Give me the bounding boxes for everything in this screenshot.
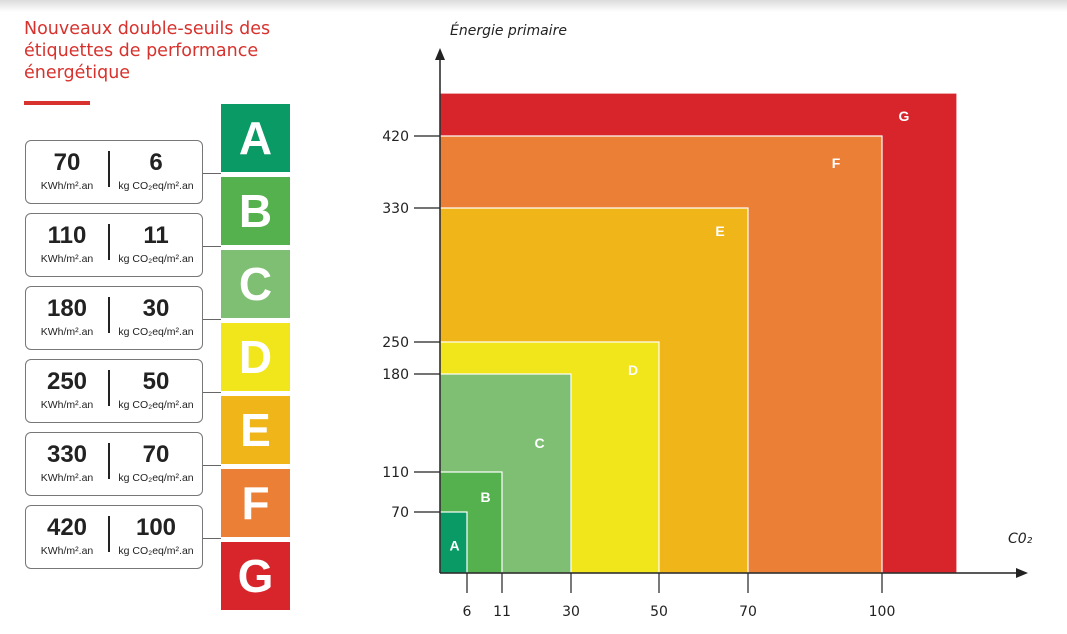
energy-threshold: 330 xyxy=(46,441,88,468)
x-axis-arrow xyxy=(1016,568,1028,578)
co2-threshold: 70 xyxy=(142,441,170,468)
energy-unit: KWh/m².an xyxy=(40,399,94,411)
energy-threshold: 70 xyxy=(53,149,81,176)
x-tick-label: 70 xyxy=(739,604,757,620)
energy-unit: KWh/m².an xyxy=(40,326,94,338)
grade-a-tile: A xyxy=(221,104,290,172)
card-divider xyxy=(108,297,110,333)
energy-threshold: 250 xyxy=(46,368,88,395)
y-tick-label: 250 xyxy=(382,335,409,351)
x-tick-label: 6 xyxy=(463,604,472,620)
title-line: Nouveaux double-seuils des xyxy=(24,19,271,39)
top-shadow-bar xyxy=(0,0,1067,12)
y-tick-label: 110 xyxy=(382,465,409,481)
energy-unit: KWh/m².an xyxy=(40,253,94,265)
threshold-card-ab: 70 KWh/m².an 6 kg CO₂eq/m².an xyxy=(25,140,203,204)
title-line: énergétique xyxy=(24,63,131,83)
energy-unit: KWh/m².an xyxy=(40,180,94,192)
zone-label-g: G xyxy=(899,108,910,124)
co2-unit: kg CO₂eq/m².an xyxy=(118,472,194,484)
x-axis-title: C0₂ xyxy=(1008,531,1033,547)
grade-c-tile: C xyxy=(221,250,290,318)
x-tick-label: 100 xyxy=(869,604,896,620)
co2-threshold: 50 xyxy=(142,368,170,395)
co2-unit: kg CO₂eq/m².an xyxy=(118,253,194,265)
energy-threshold: 110 xyxy=(47,222,87,249)
card-divider xyxy=(108,151,110,187)
threshold-card-de: 250 KWh/m².an 50 kg CO₂eq/m².an xyxy=(25,359,203,423)
zone-label-f: F xyxy=(832,155,841,171)
grade-e-tile: E xyxy=(221,396,290,464)
threshold-card-fg: 420 KWh/m².an 100 kg CO₂eq/m².an xyxy=(25,505,203,569)
grade-d-tile: D xyxy=(221,323,290,391)
y-tick-label: 330 xyxy=(382,201,409,217)
co2-unit: kg CO₂eq/m².an xyxy=(118,326,194,338)
zone-label-b: B xyxy=(480,489,490,505)
y-tick-label: 420 xyxy=(382,129,409,145)
zone-label-e: E xyxy=(715,223,724,239)
zone-a xyxy=(439,511,468,574)
grade-g-tile: G xyxy=(221,542,290,610)
energy-threshold: 420 xyxy=(46,514,88,541)
grade-f-tile: F xyxy=(221,469,290,537)
x-tick-label: 11 xyxy=(493,604,511,620)
co2-threshold: 30 xyxy=(142,295,170,322)
y-axis-arrow xyxy=(435,48,445,60)
y-tick-label: 180 xyxy=(382,367,409,383)
co2-unit: kg CO₂eq/m².an xyxy=(118,399,194,411)
card-connector xyxy=(203,392,221,394)
threshold-card-cd: 180 KWh/m².an 30 kg CO₂eq/m².an xyxy=(25,286,203,350)
energy-unit: KWh/m².an xyxy=(40,472,94,484)
card-connector xyxy=(203,538,221,540)
card-divider xyxy=(108,443,110,479)
energy-unit: KWh/m².an xyxy=(40,545,94,557)
co2-threshold: 6 xyxy=(149,149,163,176)
co2-threshold: 100 xyxy=(135,514,177,541)
threshold-card-ef: 330 KWh/m².an 70 kg CO₂eq/m².an xyxy=(25,432,203,496)
card-divider xyxy=(108,370,110,406)
card-connector xyxy=(203,246,221,248)
zone-label-c: C xyxy=(534,435,544,451)
card-divider xyxy=(108,224,110,260)
card-divider xyxy=(108,516,110,552)
co2-threshold: 11 xyxy=(143,222,169,249)
card-connector xyxy=(203,465,221,467)
x-tick-label: 30 xyxy=(562,604,580,620)
card-connector xyxy=(203,173,221,175)
co2-unit: kg CO₂eq/m².an xyxy=(118,545,194,557)
grade-b-tile: B xyxy=(221,177,290,245)
zone-label-d: D xyxy=(628,362,638,378)
energy-threshold: 180 xyxy=(46,295,88,322)
x-tick-label: 50 xyxy=(650,604,668,620)
zone-label-a: A xyxy=(449,538,459,554)
y-axis-title: Énergie primaire xyxy=(450,22,567,39)
title-line: étiquettes de performance xyxy=(24,41,259,61)
threshold-card-bc: 110 KWh/m².an 11 kg CO₂eq/m².an xyxy=(25,213,203,277)
co2-unit: kg CO₂eq/m².an xyxy=(118,180,194,192)
title-underline xyxy=(24,101,90,105)
page-title: Nouveaux double-seuils des étiquettes de… xyxy=(24,18,314,84)
y-tick-label: 70 xyxy=(391,505,409,521)
card-connector xyxy=(203,319,221,321)
